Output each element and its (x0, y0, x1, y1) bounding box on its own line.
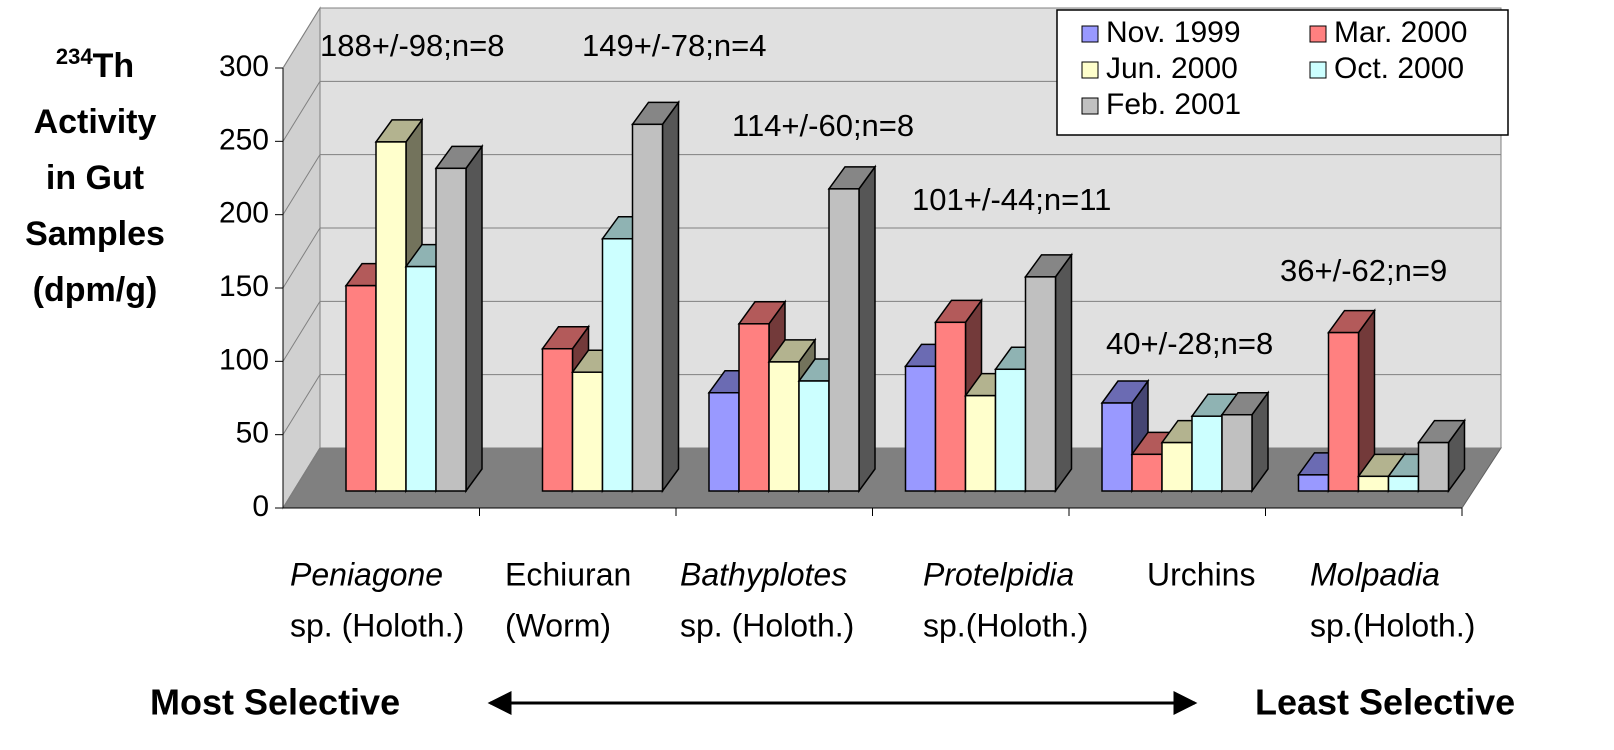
bar (1417, 418, 1466, 494)
annotation: 36+/-62;n=9 (1280, 253, 1447, 288)
annotation: 114+/-60;n=8 (732, 108, 914, 143)
y-axis-title: Activity (34, 103, 157, 141)
bar (434, 144, 484, 494)
y-tick-label: 0 (252, 490, 269, 523)
grid-line (282, 374, 1501, 435)
x-tick-label: sp. (Holoth.) (290, 607, 464, 643)
bar-front (541, 347, 574, 492)
bar-front (1101, 402, 1133, 492)
annotation: 188+/-98;n=8 (320, 28, 504, 63)
y-tick-label: 200 (219, 197, 269, 230)
x-tick-label: Echiuran (505, 556, 631, 592)
legend-box (1056, 9, 1509, 136)
x-tick-label: (Worm) (505, 607, 611, 643)
bar-front (631, 123, 664, 492)
bar-front (1131, 453, 1163, 492)
legend-label: Mar. 2000 (1334, 16, 1467, 49)
bar-front (1161, 441, 1193, 492)
legend-swatch (1309, 25, 1327, 43)
x-tick-label: sp.(Holoth.) (923, 607, 1088, 643)
bar-front (904, 365, 937, 492)
bar-front (405, 265, 437, 492)
bar-front (964, 394, 997, 492)
legend-swatch (1081, 97, 1099, 115)
x-tick-label: Peniagone (290, 556, 443, 592)
legend-label: Nov. 1999 (1106, 16, 1241, 49)
y-tick-label: 100 (219, 343, 269, 376)
legend-label: Oct. 2000 (1334, 52, 1464, 85)
x-tick-label: sp.(Holoth.) (1310, 607, 1475, 643)
bar-front (1221, 413, 1253, 492)
bar (631, 100, 680, 494)
bar-front (571, 371, 604, 492)
bar-front (738, 323, 770, 492)
legend-swatch (1081, 61, 1099, 79)
bar (1024, 252, 1073, 494)
bar-side (661, 100, 680, 494)
grid-line (282, 154, 1501, 215)
bar-front (375, 141, 407, 492)
y-axis-title: (dpm/g) (33, 271, 158, 309)
y-tick-label: 150 (219, 270, 269, 303)
footer-right: Least Selective (1255, 682, 1515, 723)
y-axis-title-line: Th (93, 47, 135, 85)
bar-front (1357, 475, 1390, 492)
y-axis-title: in Gut (46, 159, 144, 197)
legend-swatch (1081, 25, 1099, 43)
bar (1220, 390, 1270, 494)
bar-front (1387, 475, 1420, 492)
x-tick-label: Urchins (1147, 556, 1255, 592)
annotation: 149+/-78;n=4 (582, 28, 766, 63)
bar-front (934, 321, 967, 492)
bar-front (994, 368, 1027, 492)
y-tick-label: 50 (236, 417, 269, 450)
y-tick-label: 250 (219, 123, 269, 156)
bar-front (435, 167, 467, 492)
bar-side (1054, 252, 1073, 494)
x-tick-label: Molpadia (1310, 556, 1440, 592)
bar-front (345, 284, 377, 492)
annotation: 101+/-44;n=11 (912, 182, 1111, 217)
bar-front (601, 237, 634, 492)
bar-side (858, 164, 876, 494)
bar (827, 164, 877, 494)
legend-label: Feb. 2001 (1106, 88, 1241, 121)
bar-front (828, 188, 860, 492)
bar-front (798, 380, 830, 492)
x-tick-label: Bathyplotes (680, 556, 847, 592)
bar-front (1297, 474, 1330, 492)
x-tick-label: Protelpidia (923, 556, 1074, 592)
bar-front (1327, 331, 1360, 492)
y-axis-title: Samples (25, 215, 165, 253)
y-tick-label: 300 (219, 50, 269, 83)
bar (1327, 308, 1376, 494)
bar-front (1024, 276, 1057, 492)
y-axis-title-sup: 234 (56, 44, 93, 69)
bar-front (1417, 441, 1450, 492)
footer-left: Most Selective (150, 682, 400, 723)
grid-line (282, 227, 1501, 289)
bar-front (708, 391, 740, 492)
grid-line (282, 7, 1501, 69)
legend-swatch (1309, 61, 1327, 79)
x-tick-label: sp. (Holoth.) (680, 607, 854, 643)
grid-line (282, 300, 1501, 362)
legend-label: Jun. 2000 (1106, 52, 1238, 85)
bar-side (465, 144, 483, 494)
bar-front (768, 361, 800, 492)
y-axis-title: 234Th (56, 44, 134, 85)
annotation: 40+/-28;n=8 (1106, 326, 1273, 361)
bar-front (1191, 415, 1223, 492)
